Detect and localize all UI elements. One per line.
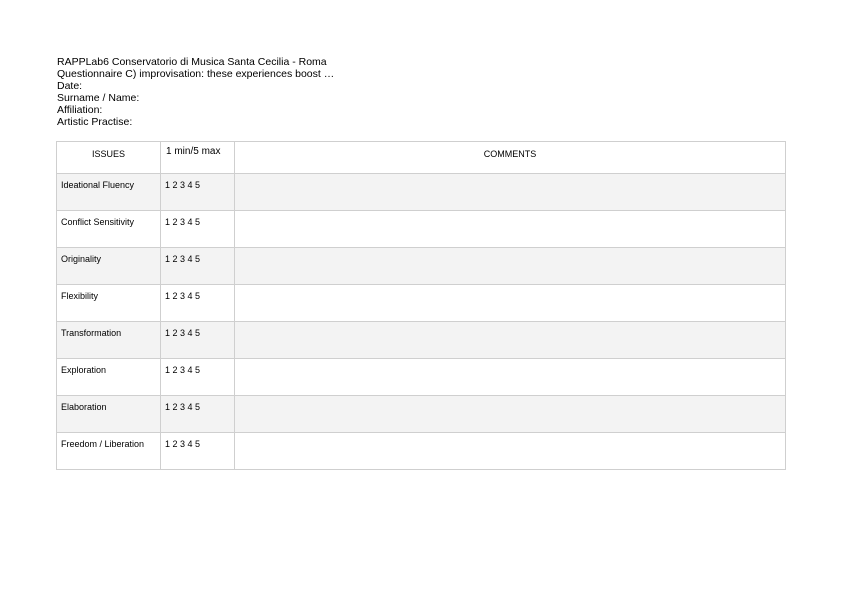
issue-cell: Exploration	[56, 358, 161, 396]
rating-cell[interactable]: 1 2 3 4 5	[160, 247, 235, 285]
table-row: Flexibility 1 2 3 4 5	[56, 284, 786, 322]
issue-cell: Flexibility	[56, 284, 161, 322]
rating-cell[interactable]: 1 2 3 4 5	[160, 210, 235, 248]
issue-cell: Ideational Fluency	[56, 173, 161, 211]
questionnaire-title: Questionnaire C) improvisation: these ex…	[57, 68, 335, 80]
comment-cell[interactable]	[234, 173, 786, 211]
table-row: Elaboration 1 2 3 4 5	[56, 395, 786, 433]
table-row: Ideational Fluency 1 2 3 4 5	[56, 173, 786, 211]
questionnaire-table: ISSUES 1 min/5 max COMMENTS Ideational F…	[56, 141, 786, 470]
document-header: RAPPLab6 Conservatorio di Musica Santa C…	[57, 56, 334, 128]
table-header-row: ISSUES 1 min/5 max COMMENTS	[56, 141, 786, 174]
issue-cell: Conflict Sensitivity	[56, 210, 161, 248]
comment-cell[interactable]	[234, 321, 786, 359]
scale-header: 1 min/5 max	[160, 141, 235, 174]
rating-cell[interactable]: 1 2 3 4 5	[160, 358, 235, 396]
table-row: Exploration 1 2 3 4 5	[56, 358, 786, 396]
institution-line: RAPPLab6 Conservatorio di Musica Santa C…	[57, 56, 327, 68]
comment-cell[interactable]	[234, 247, 786, 285]
artistic-practise-label: Artistic Practise:	[57, 116, 133, 128]
issue-cell: Originality	[56, 247, 161, 285]
rating-cell[interactable]: 1 2 3 4 5	[160, 284, 235, 322]
comment-cell[interactable]	[234, 284, 786, 322]
comment-cell[interactable]	[234, 210, 786, 248]
table-row: Freedom / Liberation 1 2 3 4 5	[56, 432, 786, 470]
table-row: Originality 1 2 3 4 5	[56, 247, 786, 285]
table-row: Transformation 1 2 3 4 5	[56, 321, 786, 359]
issues-header: ISSUES	[56, 141, 161, 174]
affiliation-label: Affiliation:	[57, 104, 103, 116]
comment-cell[interactable]	[234, 432, 786, 470]
comment-cell[interactable]	[234, 358, 786, 396]
rating-cell[interactable]: 1 2 3 4 5	[160, 432, 235, 470]
rating-cell[interactable]: 1 2 3 4 5	[160, 321, 235, 359]
rating-cell[interactable]: 1 2 3 4 5	[160, 395, 235, 433]
issue-cell: Transformation	[56, 321, 161, 359]
name-label: Surname / Name:	[57, 92, 140, 104]
issue-cell: Freedom / Liberation	[56, 432, 161, 470]
issue-cell: Elaboration	[56, 395, 161, 433]
comment-cell[interactable]	[234, 395, 786, 433]
table-row: Conflict Sensitivity 1 2 3 4 5	[56, 210, 786, 248]
comments-header: COMMENTS	[234, 141, 786, 174]
date-label: Date:	[57, 80, 83, 92]
rating-cell[interactable]: 1 2 3 4 5	[160, 173, 235, 211]
